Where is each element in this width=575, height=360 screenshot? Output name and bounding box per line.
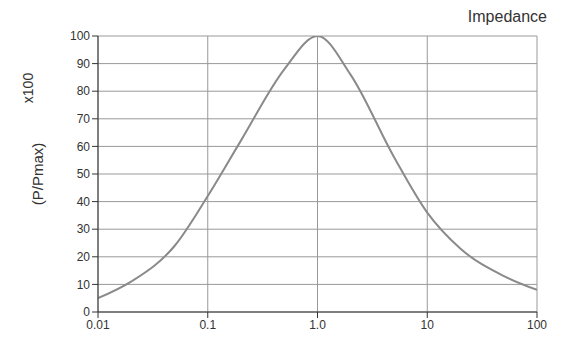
- svg-text:80: 80: [77, 84, 91, 98]
- svg-text:30: 30: [77, 222, 91, 236]
- svg-text:40: 40: [77, 195, 91, 209]
- svg-text:90: 90: [77, 57, 91, 71]
- html-text:x100: x100: [20, 72, 36, 104]
- html-text:Impedance: Impedance: [467, 8, 547, 25]
- svg-text:100: 100: [70, 29, 90, 43]
- svg-text:70: 70: [77, 112, 91, 126]
- svg-text:0.01: 0.01: [86, 318, 110, 332]
- svg-text:60: 60: [77, 140, 91, 154]
- svg-text:0: 0: [83, 305, 90, 319]
- svg-text:1.0: 1.0: [309, 318, 326, 332]
- svg-text:10: 10: [421, 318, 435, 332]
- svg-text:50: 50: [77, 167, 91, 181]
- svg-text:10: 10: [77, 278, 91, 292]
- svg-text:(P/Pmax): (P/Pmax): [29, 143, 46, 206]
- svg-text:20: 20: [77, 250, 91, 264]
- svg-text:0.1: 0.1: [199, 318, 216, 332]
- svg-text:100: 100: [527, 318, 547, 332]
